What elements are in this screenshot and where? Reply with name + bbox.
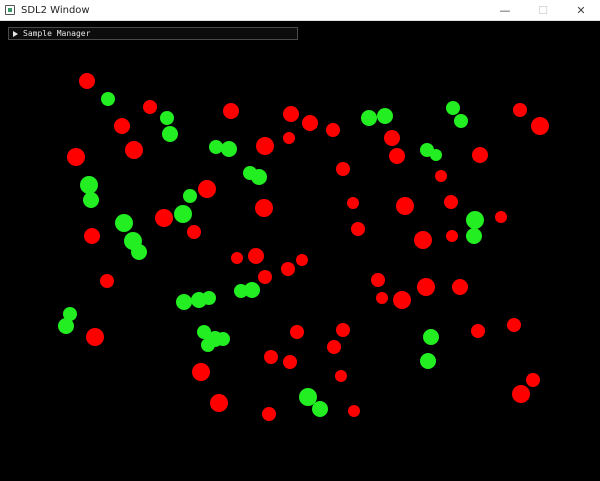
red-sample-38 bbox=[393, 291, 411, 309]
red-sample-44 bbox=[327, 340, 341, 354]
red-sample-13 bbox=[472, 147, 488, 163]
red-sample-36 bbox=[371, 273, 385, 287]
red-sample-4 bbox=[283, 106, 299, 122]
sdl-app-icon bbox=[5, 5, 15, 15]
red-sample-52 bbox=[262, 407, 276, 421]
green-sample-22 bbox=[176, 294, 192, 310]
red-sample-5 bbox=[302, 115, 318, 131]
red-sample-0 bbox=[79, 73, 95, 89]
red-sample-51 bbox=[210, 394, 228, 412]
minimize-button[interactable]: — bbox=[499, 3, 511, 17]
window-controls: — ☐ ✕ bbox=[486, 0, 600, 20]
sample-manager-label: Sample Manager bbox=[23, 29, 91, 38]
red-sample-27 bbox=[495, 211, 507, 223]
green-sample-35 bbox=[299, 388, 317, 406]
red-sample-54 bbox=[526, 373, 540, 387]
green-sample-36 bbox=[312, 401, 328, 417]
red-sample-18 bbox=[198, 180, 216, 198]
close-button[interactable]: ✕ bbox=[576, 3, 586, 17]
sample-scene bbox=[58, 73, 549, 421]
red-sample-39 bbox=[417, 278, 435, 296]
red-sample-21 bbox=[187, 225, 201, 239]
red-sample-1 bbox=[143, 100, 157, 114]
red-sample-32 bbox=[296, 254, 308, 266]
red-sample-37 bbox=[376, 292, 388, 304]
green-sample-8 bbox=[454, 114, 468, 128]
green-sample-3 bbox=[209, 140, 223, 154]
red-sample-47 bbox=[471, 324, 485, 338]
green-sample-17 bbox=[115, 214, 133, 232]
green-sample-4 bbox=[221, 141, 237, 157]
green-sample-10 bbox=[430, 149, 442, 161]
green-sample-5 bbox=[361, 110, 377, 126]
green-sample-7 bbox=[446, 101, 460, 115]
red-sample-53 bbox=[348, 405, 360, 417]
red-sample-15 bbox=[531, 117, 549, 135]
green-sample-16 bbox=[174, 205, 192, 223]
red-sample-22 bbox=[84, 228, 100, 244]
green-sample-1 bbox=[160, 111, 174, 125]
red-sample-2 bbox=[114, 118, 130, 134]
green-sample-24 bbox=[202, 291, 216, 305]
red-sample-31 bbox=[248, 248, 264, 264]
red-sample-25 bbox=[396, 197, 414, 215]
red-sample-43 bbox=[336, 323, 350, 337]
red-sample-33 bbox=[281, 262, 295, 276]
red-sample-35 bbox=[100, 274, 114, 288]
green-sample-0 bbox=[101, 92, 115, 106]
green-sample-20 bbox=[466, 211, 484, 229]
red-sample-24 bbox=[351, 222, 365, 236]
render-canvas[interactable]: Sample Manager bbox=[0, 21, 600, 481]
red-sample-23 bbox=[347, 197, 359, 209]
red-sample-30 bbox=[231, 252, 243, 264]
red-sample-3 bbox=[223, 103, 239, 119]
sample-manager-header[interactable]: Sample Manager bbox=[8, 27, 298, 40]
green-sample-32 bbox=[216, 332, 230, 346]
red-sample-14 bbox=[513, 103, 527, 117]
red-sample-45 bbox=[264, 350, 278, 364]
green-sample-19 bbox=[131, 244, 147, 260]
green-sample-21 bbox=[466, 228, 482, 244]
red-sample-48 bbox=[507, 318, 521, 332]
green-sample-13 bbox=[80, 176, 98, 194]
window-titlebar[interactable]: SDL2 Window — ☐ ✕ bbox=[0, 0, 600, 21]
green-sample-29 bbox=[197, 325, 211, 339]
red-sample-42 bbox=[290, 325, 304, 339]
green-sample-33 bbox=[423, 329, 439, 345]
red-sample-40 bbox=[452, 279, 468, 295]
window-title: SDL2 Window bbox=[21, 4, 90, 16]
red-sample-55 bbox=[512, 385, 530, 403]
collapse-arrow-icon[interactable] bbox=[13, 30, 18, 37]
red-sample-17 bbox=[336, 162, 350, 176]
red-sample-9 bbox=[125, 141, 143, 159]
green-sample-2 bbox=[162, 126, 178, 142]
red-sample-46 bbox=[283, 355, 297, 369]
red-sample-20 bbox=[255, 199, 273, 217]
red-sample-16 bbox=[435, 170, 447, 182]
green-sample-26 bbox=[244, 282, 260, 298]
red-sample-29 bbox=[446, 230, 458, 242]
red-sample-6 bbox=[326, 123, 340, 137]
green-sample-28 bbox=[58, 318, 74, 334]
red-sample-19 bbox=[155, 209, 173, 227]
green-sample-12 bbox=[251, 169, 267, 185]
red-sample-26 bbox=[444, 195, 458, 209]
green-sample-27 bbox=[63, 307, 77, 321]
green-sample-6 bbox=[377, 108, 393, 124]
maximize-button[interactable]: ☐ bbox=[538, 3, 548, 17]
red-sample-34 bbox=[258, 270, 272, 284]
green-sample-15 bbox=[183, 189, 197, 203]
red-sample-12 bbox=[389, 148, 405, 164]
red-sample-10 bbox=[67, 148, 85, 166]
red-sample-28 bbox=[414, 231, 432, 249]
red-sample-11 bbox=[384, 130, 400, 146]
green-sample-34 bbox=[420, 353, 436, 369]
red-sample-41 bbox=[86, 328, 104, 346]
red-sample-8 bbox=[256, 137, 274, 155]
green-sample-14 bbox=[83, 192, 99, 208]
red-sample-50 bbox=[335, 370, 347, 382]
red-sample-49 bbox=[192, 363, 210, 381]
red-sample-7 bbox=[283, 132, 295, 144]
